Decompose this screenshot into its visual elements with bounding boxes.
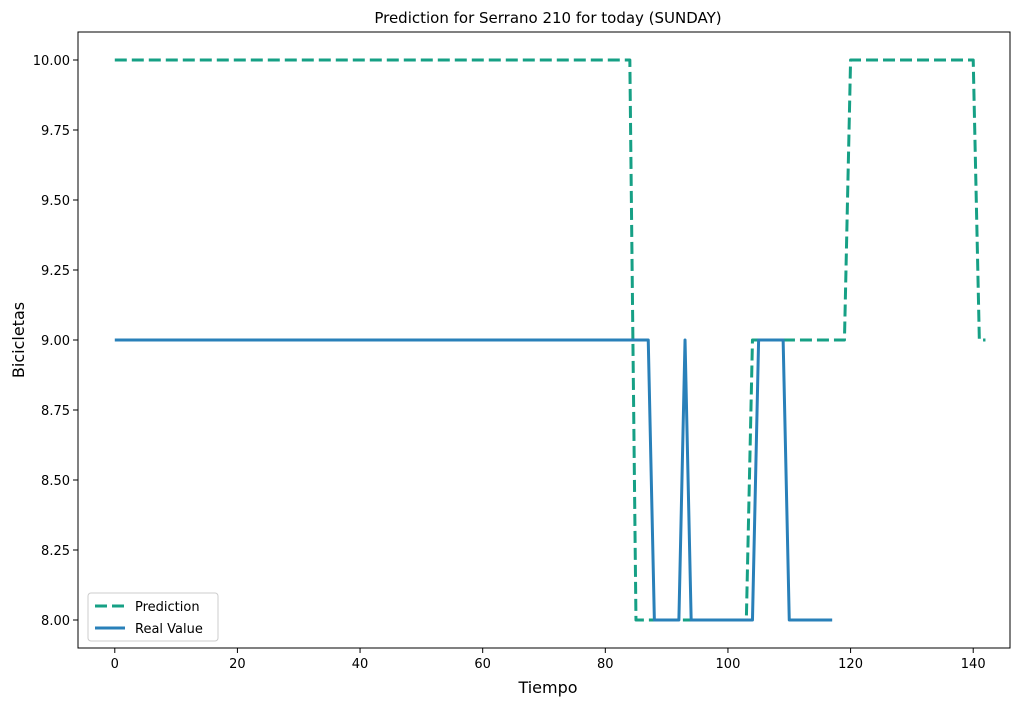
chart-title: Prediction for Serrano 210 for today (SU… — [374, 9, 721, 27]
y-tick-label: 9.50 — [41, 194, 70, 209]
x-tick-label: 60 — [474, 657, 491, 672]
legend-label-prediction: Prediction — [135, 600, 200, 615]
x-tick-label: 140 — [961, 657, 986, 672]
y-tick-label: 8.75 — [41, 404, 70, 419]
y-tick-label: 8.25 — [41, 544, 70, 559]
y-tick-label: 10.00 — [33, 54, 70, 69]
x-tick-label: 20 — [229, 657, 246, 672]
x-tick-label: 100 — [716, 657, 741, 672]
series-line-real-value — [114, 338, 833, 622]
y-tick-label: 8.50 — [41, 474, 70, 489]
x-tick-label: 0 — [111, 657, 119, 672]
series-layer — [114, 58, 986, 622]
y-tick-label: 9.25 — [41, 264, 70, 279]
x-tick-label: 40 — [352, 657, 369, 672]
y-tick-label: 9.00 — [41, 334, 70, 349]
legend-label-real-value: Real Value — [135, 622, 203, 637]
series-line-prediction — [114, 58, 986, 622]
x-tick-label: 80 — [597, 657, 614, 672]
x-axis-label: Tiempo — [517, 678, 577, 697]
y-tick-label: 9.75 — [41, 124, 70, 139]
legend: Prediction Real Value — [87, 592, 219, 642]
y-axis-label: Bicicletas — [9, 302, 28, 378]
x-tick-label: 120 — [838, 657, 863, 672]
y-tick-label: 8.00 — [41, 614, 70, 629]
x-axis-ticks: 0 20 40 60 80 100 120 140 — [111, 648, 986, 672]
y-axis-ticks: 8.00 8.25 8.50 8.75 9.00 9.25 9.50 9.75 10.00 — [33, 54, 78, 629]
